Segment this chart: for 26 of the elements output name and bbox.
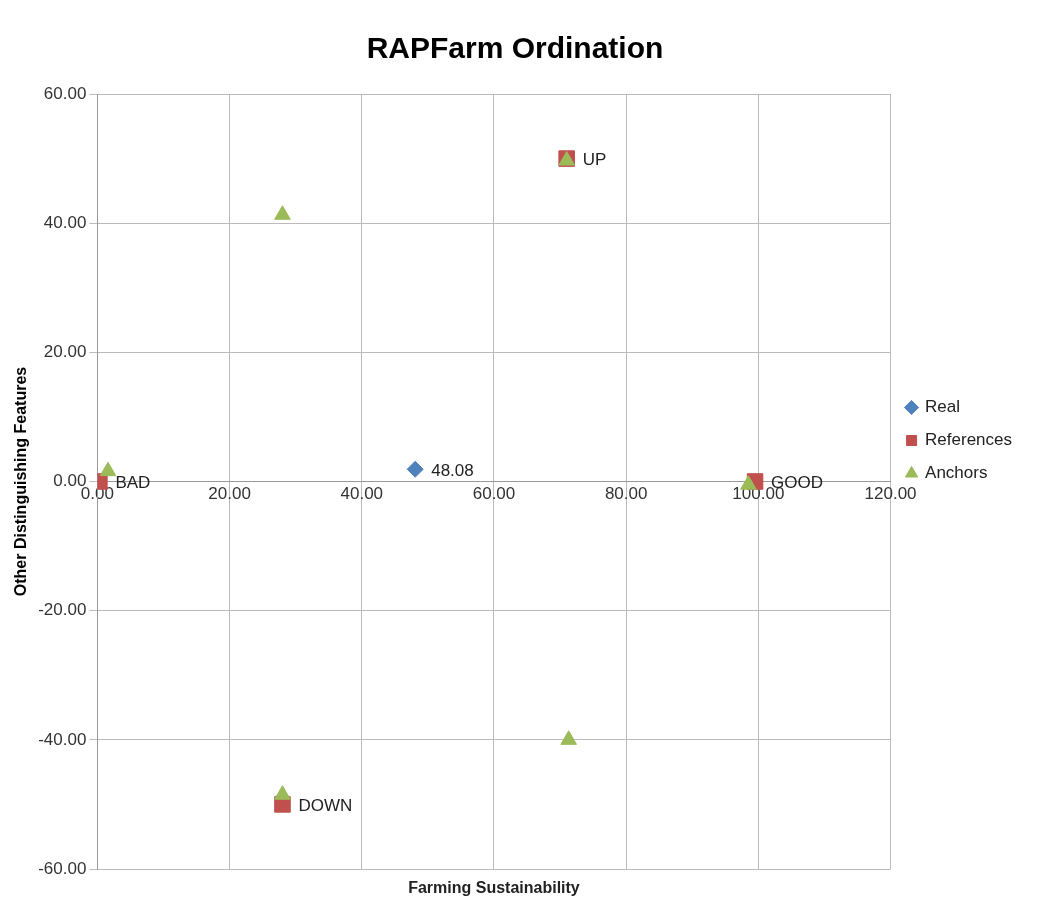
- y-tick-label: -40.00: [38, 729, 87, 749]
- y-axis-title: Other Distinguishing Features: [12, 366, 30, 597]
- y-tick-label: -60.00: [38, 858, 87, 878]
- legend-label: Real: [925, 397, 961, 417]
- point: [99, 461, 117, 477]
- point: [560, 730, 577, 745]
- point: [274, 205, 291, 220]
- y-tick-label: 20.00: [43, 342, 87, 362]
- y-tick-label: -20.00: [38, 600, 87, 620]
- legend-label: References: [925, 430, 1012, 450]
- x-tick-label: 20.00: [208, 484, 251, 504]
- annotation: UP: [582, 150, 607, 170]
- point: [406, 460, 424, 478]
- legend-label: Anchors: [925, 463, 988, 483]
- x-tick-label: 40.00: [340, 484, 384, 504]
- x-tick-label: 80.00: [604, 484, 648, 504]
- x-axis-title: Farming Sustainability: [408, 879, 580, 897]
- annotation: DOWN: [298, 796, 353, 816]
- annotation: 48.08: [431, 460, 474, 480]
- annotation: BAD: [115, 473, 151, 493]
- x-tick-label: 120.00: [864, 484, 917, 504]
- y-tick-label: 60.00: [43, 83, 87, 103]
- chart-title: RAPFarm Ordination: [366, 31, 664, 65]
- y-tick-label: 40.00: [43, 212, 87, 232]
- x-tick-label: 60.00: [472, 484, 516, 504]
- point: [274, 785, 291, 800]
